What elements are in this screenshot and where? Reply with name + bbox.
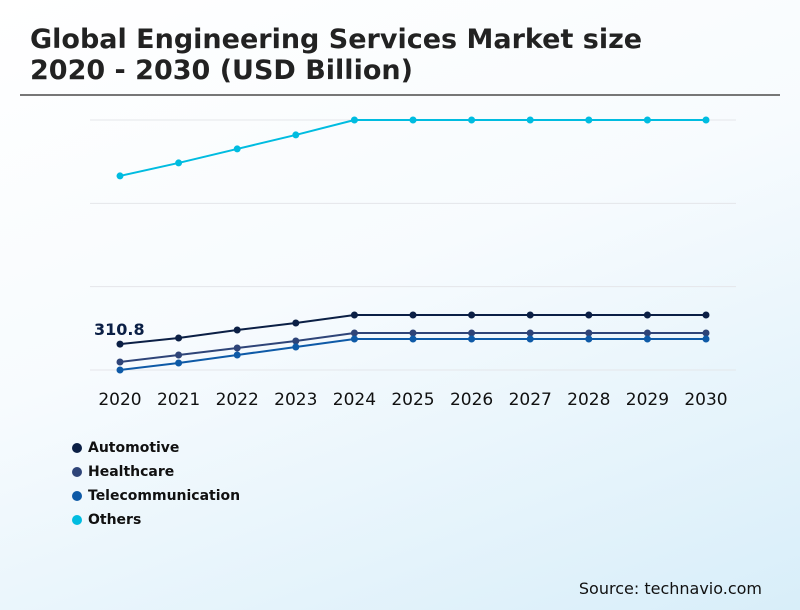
data-point-others [702, 116, 710, 124]
chart-title: Global Engineering Services Market size 2… [30, 24, 642, 86]
data-point-telecommunication [702, 335, 710, 343]
data-point-others [233, 145, 241, 153]
title-divider [20, 94, 780, 96]
data-point-telecommunication [116, 366, 124, 374]
x-tick-label: 2030 [684, 390, 727, 410]
title-line-1: Global Engineering Services Market size [30, 24, 643, 55]
data-point-telecommunication [526, 335, 534, 343]
data-point-others [643, 116, 651, 124]
legend-item: Others [72, 508, 240, 532]
legend-marker-icon [72, 491, 82, 501]
data-point-automotive [175, 334, 183, 342]
data-point-healthcare [585, 329, 593, 337]
data-point-healthcare [292, 337, 300, 345]
x-tick-label: 2028 [567, 390, 610, 410]
data-point-others [585, 116, 593, 124]
data-point-telecommunication [233, 351, 241, 359]
data-point-automotive [292, 319, 300, 327]
legend-marker-icon [72, 467, 82, 477]
data-point-others [175, 159, 183, 167]
data-point-telecommunication [409, 335, 417, 343]
data-point-others [350, 116, 358, 124]
x-tick-label: 2024 [333, 390, 376, 410]
legend-label: Healthcare [88, 464, 175, 480]
data-point-telecommunication [350, 335, 358, 343]
data-point-automotive [643, 311, 651, 319]
x-tick-label: 2026 [450, 390, 493, 410]
legend: Automotive Healthcare Telecommunication Oth… [72, 436, 240, 532]
legend-label: Others [88, 512, 142, 528]
data-point-others [526, 116, 534, 124]
source-label: Source: technavio.com [578, 579, 762, 598]
data-point-telecommunication [175, 359, 183, 367]
series-line-telecommunication [119, 338, 706, 371]
data-point-automotive [585, 311, 593, 319]
data-point-others [292, 131, 300, 139]
x-tick-label: 2023 [274, 390, 317, 410]
data-point-telecommunication [292, 343, 300, 351]
data-point-automotive [233, 326, 241, 334]
data-point-healthcare [409, 329, 417, 337]
x-tick-label: 2020 [98, 390, 141, 410]
series-line-others [119, 119, 706, 177]
x-tick-label: 2029 [626, 390, 669, 410]
data-point-telecommunication [585, 335, 593, 343]
data-point-healthcare [643, 329, 651, 337]
x-tick-label: 2027 [509, 390, 552, 410]
data-point-automotive [468, 311, 476, 319]
data-point-automotive [116, 340, 124, 348]
x-tick-label: 2022 [216, 390, 259, 410]
data-point-healthcare [526, 329, 534, 337]
data-point-automotive [526, 311, 534, 319]
data-point-telecommunication [643, 335, 651, 343]
data-point-healthcare [468, 329, 476, 337]
data-point-healthcare [702, 329, 710, 337]
data-point-automotive [702, 311, 710, 319]
x-tick-label: 2025 [391, 390, 434, 410]
data-point-automotive [350, 311, 358, 319]
data-point-others [116, 172, 124, 180]
legend-marker-icon [72, 515, 82, 525]
data-point-healthcare [175, 351, 183, 359]
legend-label: Telecommunication [88, 488, 241, 504]
legend-item: Automotive [72, 436, 240, 460]
x-tick-label: 2021 [157, 390, 200, 410]
data-point-healthcare [233, 344, 241, 352]
legend-marker-icon [72, 443, 82, 453]
data-label: 310.8 [94, 320, 145, 339]
data-point-telecommunication [468, 335, 476, 343]
data-point-healthcare [350, 329, 358, 337]
legend-item: Telecommunication [72, 484, 240, 508]
legend-item: Healthcare [72, 460, 240, 484]
data-point-others [468, 116, 476, 124]
data-point-healthcare [116, 358, 124, 366]
title-line-2: 2020 - 2030 (USD Billion) [30, 55, 413, 86]
legend-label: Automotive [88, 440, 180, 456]
data-point-automotive [409, 311, 417, 319]
data-point-others [409, 116, 417, 124]
